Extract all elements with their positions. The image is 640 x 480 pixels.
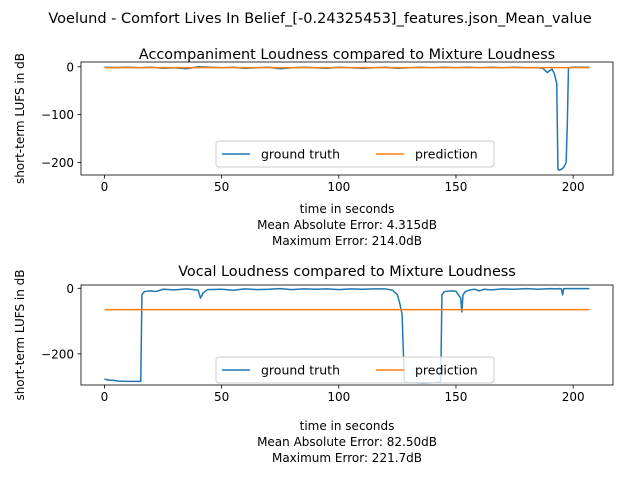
chart2-y-axis-label: short-term LUFS in dB bbox=[13, 269, 27, 400]
chart1-y-tick-label: −200 bbox=[41, 156, 74, 170]
chart1-legend-label-prediction: prediction bbox=[415, 147, 478, 162]
chart2-y-tick-label: −200 bbox=[41, 347, 74, 361]
chart2-x-tick-label: 0 bbox=[101, 390, 109, 404]
chart2-maximum-error: Maximum Error: 221.7dB bbox=[272, 451, 422, 465]
chart2-series-ground-truth-line bbox=[104, 287, 590, 384]
chart1-x-tick-label: 150 bbox=[445, 180, 468, 194]
chart2-y-tick-label: 0 bbox=[66, 282, 74, 296]
chart2-axes-frame bbox=[80, 284, 614, 386]
figure-suptitle: Voelund - Comfort Lives In Belief_[-0.24… bbox=[48, 11, 591, 27]
chart2-legend-box bbox=[215, 356, 495, 384]
chart2-legend-label-ground-truth: ground truth bbox=[261, 363, 340, 378]
chart1-y-tick-label: 0 bbox=[66, 60, 74, 74]
chart1-x-axis-label: time in seconds bbox=[300, 202, 395, 216]
chart1-axes-frame bbox=[80, 61, 614, 176]
chart1-x-tick-label: 200 bbox=[562, 180, 585, 194]
chart1-y-tick-label: −100 bbox=[41, 108, 74, 122]
chart1-x-tick-label: 100 bbox=[327, 180, 350, 194]
chart1-y-axis-label: short-term LUFS in dB bbox=[13, 53, 27, 184]
chart2-title: Vocal Loudness compared to Mixture Loudn… bbox=[178, 264, 516, 280]
chart1-legend-box bbox=[215, 140, 495, 168]
chart1-legend-label-ground-truth: ground truth bbox=[261, 147, 340, 162]
chart2-x-tick-label: 100 bbox=[327, 390, 350, 404]
chart1-x-tick-label: 0 bbox=[101, 180, 109, 194]
chart2-x-tick-label: 200 bbox=[562, 390, 585, 404]
chart2-mean-absolute-error: Mean Absolute Error: 82.50dB bbox=[257, 435, 437, 449]
chart2-x-axis-label: time in seconds bbox=[300, 419, 395, 433]
chart2-legend-label-prediction: prediction bbox=[415, 363, 478, 378]
chart1-maximum-error: Maximum Error: 214.0dB bbox=[272, 234, 422, 248]
chart1-title: Accompaniment Loudness compared to Mixtu… bbox=[139, 47, 555, 63]
chart1-mean-absolute-error: Mean Absolute Error: 4.315dB bbox=[257, 218, 437, 232]
chart2-x-tick-label: 150 bbox=[445, 390, 468, 404]
chart2-x-tick-label: 50 bbox=[214, 390, 229, 404]
chart1-x-tick-label: 50 bbox=[214, 180, 229, 194]
